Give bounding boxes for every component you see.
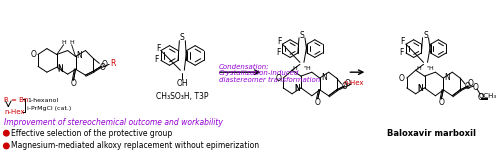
Text: O: O bbox=[464, 83, 470, 91]
Text: F: F bbox=[156, 44, 161, 53]
Text: N: N bbox=[418, 84, 424, 93]
Text: "H: "H bbox=[426, 66, 434, 71]
Text: N: N bbox=[294, 84, 300, 93]
Text: CH₃SO₃H, T3P: CH₃SO₃H, T3P bbox=[156, 92, 208, 101]
Text: O: O bbox=[399, 74, 405, 83]
Circle shape bbox=[4, 130, 9, 136]
Text: O: O bbox=[102, 60, 107, 69]
Text: 1-hexanol: 1-hexanol bbox=[27, 98, 58, 103]
Text: F: F bbox=[400, 48, 404, 57]
Text: O: O bbox=[468, 80, 474, 88]
Text: O: O bbox=[315, 98, 320, 107]
Text: OH: OH bbox=[176, 79, 188, 87]
Text: F: F bbox=[400, 37, 405, 46]
Text: O: O bbox=[473, 83, 479, 92]
Text: F: F bbox=[154, 55, 159, 64]
Text: N: N bbox=[321, 73, 326, 82]
Text: N: N bbox=[76, 51, 82, 60]
Text: O: O bbox=[342, 83, 347, 91]
Text: Improvement of stereochemical outcome and workability: Improvement of stereochemical outcome an… bbox=[4, 118, 223, 127]
Text: H: H bbox=[62, 40, 66, 45]
Circle shape bbox=[4, 143, 9, 149]
Text: F: F bbox=[276, 48, 280, 57]
Text: diastereomer transformation: diastereomer transformation bbox=[219, 77, 320, 83]
Text: O: O bbox=[438, 98, 444, 107]
Text: N: N bbox=[418, 84, 424, 93]
Text: H: H bbox=[416, 66, 421, 71]
Text: i-PrMgCl (cat.): i-PrMgCl (cat.) bbox=[27, 106, 72, 111]
Text: R = Bn: R = Bn bbox=[4, 97, 28, 103]
Text: O: O bbox=[31, 50, 37, 59]
Text: S: S bbox=[423, 31, 428, 40]
Text: Baloxavir marboxil: Baloxavir marboxil bbox=[387, 129, 476, 138]
Text: N: N bbox=[294, 84, 300, 93]
Text: H: H bbox=[69, 40, 74, 45]
Text: S: S bbox=[300, 31, 304, 40]
Text: O: O bbox=[276, 74, 281, 83]
Text: N: N bbox=[57, 64, 62, 73]
Text: R: R bbox=[110, 59, 116, 68]
Text: n-Hex: n-Hex bbox=[4, 109, 25, 115]
Text: F: F bbox=[277, 37, 281, 46]
Text: H: H bbox=[292, 66, 298, 71]
Text: S: S bbox=[180, 33, 184, 42]
Text: Crystallization-induced: Crystallization-induced bbox=[219, 70, 300, 76]
Text: Condensation;: Condensation; bbox=[219, 63, 270, 69]
Text: N: N bbox=[444, 73, 450, 82]
Text: OCH₃: OCH₃ bbox=[479, 93, 497, 99]
Text: N: N bbox=[57, 65, 62, 74]
Text: n-Hex: n-Hex bbox=[343, 80, 363, 86]
Text: O: O bbox=[100, 63, 105, 72]
Text: O: O bbox=[344, 80, 350, 88]
Text: Magnesium-mediated alkoxy replacement without epimerization: Magnesium-mediated alkoxy replacement wi… bbox=[12, 141, 260, 150]
Text: O: O bbox=[478, 93, 484, 102]
Text: O: O bbox=[70, 79, 76, 87]
Text: "H: "H bbox=[303, 66, 311, 71]
Text: Effective selection of the protective group: Effective selection of the protective gr… bbox=[12, 129, 172, 138]
